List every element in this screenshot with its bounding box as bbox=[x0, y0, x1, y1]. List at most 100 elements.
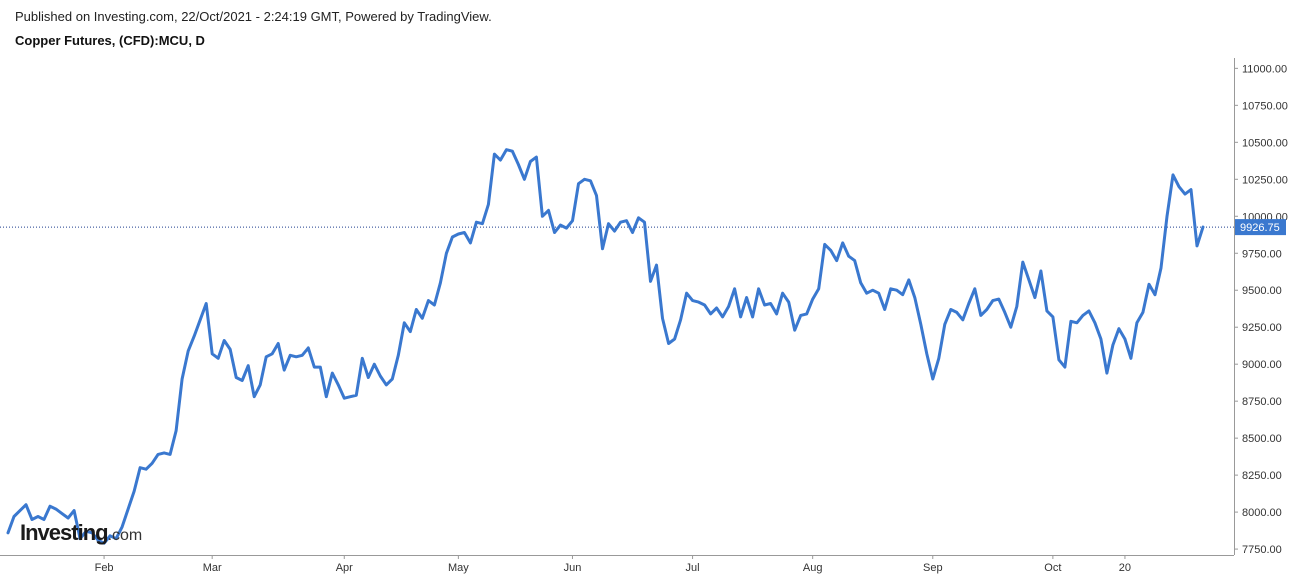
price-point bbox=[463, 231, 466, 234]
price-point bbox=[493, 152, 496, 156]
price-point bbox=[343, 397, 346, 400]
price-point bbox=[457, 232, 460, 236]
x-tick-label: Aug bbox=[803, 562, 823, 574]
price-point bbox=[60, 512, 64, 515]
price-point bbox=[72, 509, 76, 512]
price-point bbox=[1003, 311, 1007, 314]
logo-suffix: .com bbox=[107, 527, 143, 544]
price-point bbox=[445, 252, 448, 255]
price-point bbox=[66, 516, 70, 520]
price-point bbox=[138, 466, 142, 469]
price-point bbox=[1009, 326, 1013, 329]
price-point bbox=[174, 429, 178, 432]
price-point bbox=[1087, 309, 1091, 313]
price-point bbox=[937, 357, 940, 360]
price-point bbox=[859, 281, 862, 285]
price-point bbox=[811, 297, 814, 301]
price-point bbox=[1081, 314, 1085, 317]
price-point bbox=[535, 155, 538, 159]
price-point bbox=[775, 312, 778, 316]
price-point bbox=[48, 504, 52, 508]
x-tick-label: Apr bbox=[336, 562, 353, 574]
price-point bbox=[337, 383, 340, 387]
y-tick-label: 9250.00 bbox=[1242, 322, 1282, 334]
price-point bbox=[931, 377, 934, 381]
price-point bbox=[108, 534, 112, 537]
price-point bbox=[997, 297, 1001, 301]
price-point bbox=[90, 531, 94, 535]
price-point bbox=[715, 306, 718, 310]
price-point bbox=[685, 291, 688, 295]
price-point bbox=[739, 315, 742, 319]
price-point bbox=[637, 216, 640, 219]
price-point bbox=[1045, 309, 1049, 313]
price-point bbox=[331, 371, 334, 375]
price-point bbox=[216, 357, 220, 360]
price-point bbox=[793, 328, 796, 332]
price-point bbox=[295, 355, 298, 358]
price-point bbox=[222, 339, 226, 342]
price-point bbox=[54, 507, 58, 511]
logo-name: Investing bbox=[20, 520, 109, 545]
price-point bbox=[313, 365, 316, 369]
price-point bbox=[415, 308, 418, 311]
y-tick-label: 9750.00 bbox=[1242, 248, 1282, 260]
price-point bbox=[204, 302, 208, 305]
price-point bbox=[391, 377, 394, 381]
price-point bbox=[1027, 278, 1031, 282]
price-point bbox=[271, 352, 274, 356]
price-point bbox=[325, 395, 328, 398]
x-tick-label: May bbox=[448, 562, 469, 574]
price-point bbox=[355, 394, 358, 397]
price-point bbox=[247, 364, 250, 367]
price-point bbox=[985, 308, 989, 311]
price-point bbox=[751, 315, 754, 319]
price-point bbox=[1063, 365, 1067, 369]
price-point bbox=[745, 296, 748, 299]
x-tick-label: Oct bbox=[1044, 562, 1061, 574]
price-point bbox=[1069, 320, 1073, 323]
price-point bbox=[1183, 192, 1187, 196]
last-price-label: 9926.75 bbox=[1240, 222, 1280, 234]
y-tick-label: 9000.00 bbox=[1242, 359, 1282, 371]
price-point bbox=[289, 354, 292, 357]
price-point bbox=[709, 312, 712, 316]
price-point bbox=[829, 249, 832, 252]
price-point bbox=[84, 530, 88, 533]
price-point bbox=[757, 287, 760, 290]
price-point bbox=[571, 219, 574, 222]
price-point bbox=[1057, 358, 1061, 361]
price-point bbox=[433, 303, 436, 307]
price-point bbox=[595, 194, 598, 197]
y-tick-label: 8000.00 bbox=[1242, 507, 1282, 519]
price-point bbox=[895, 289, 898, 292]
y-tick-label: 7750.00 bbox=[1242, 544, 1282, 556]
x-tick-label: Jun bbox=[564, 562, 582, 574]
price-point bbox=[961, 318, 964, 322]
price-point bbox=[553, 231, 556, 234]
price-point bbox=[1099, 337, 1103, 341]
price-point bbox=[102, 541, 106, 545]
price-point bbox=[126, 507, 130, 511]
price-point bbox=[1171, 173, 1175, 177]
price-point bbox=[1039, 269, 1043, 273]
price-point bbox=[559, 223, 562, 227]
price-point bbox=[625, 219, 628, 222]
y-tick-label: 8750.00 bbox=[1242, 396, 1282, 408]
price-point bbox=[943, 323, 946, 326]
price-point bbox=[787, 300, 790, 304]
price-point bbox=[613, 229, 616, 233]
price-point bbox=[835, 259, 838, 262]
chart-title: Copper Futures, (CFD):MCU, D bbox=[15, 33, 205, 48]
price-point bbox=[186, 349, 190, 353]
price-point bbox=[234, 376, 238, 379]
price-point bbox=[907, 278, 910, 282]
price-point bbox=[78, 537, 82, 540]
price-point bbox=[973, 287, 977, 290]
price-point bbox=[703, 303, 706, 307]
y-tick-label: 10250.00 bbox=[1242, 174, 1288, 186]
x-tick-label: 20 bbox=[1119, 562, 1131, 574]
price-point bbox=[1201, 225, 1205, 229]
price-point bbox=[607, 222, 610, 225]
last-price-label-bg bbox=[1235, 219, 1286, 236]
